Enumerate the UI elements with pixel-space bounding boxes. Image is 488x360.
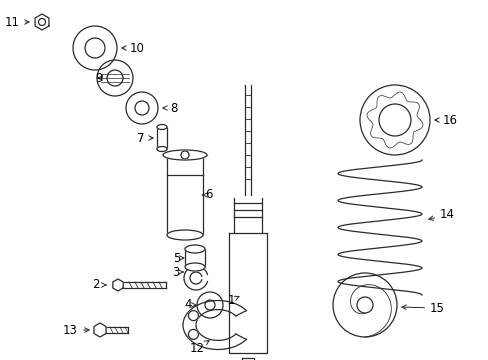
Circle shape bbox=[126, 92, 158, 124]
Circle shape bbox=[197, 292, 223, 318]
Ellipse shape bbox=[167, 230, 203, 240]
Circle shape bbox=[188, 329, 198, 339]
Circle shape bbox=[181, 151, 189, 159]
Text: 12: 12 bbox=[190, 341, 209, 355]
Text: 15: 15 bbox=[401, 302, 444, 315]
Circle shape bbox=[39, 18, 45, 26]
Polygon shape bbox=[35, 14, 49, 30]
Text: 8: 8 bbox=[163, 102, 177, 114]
Ellipse shape bbox=[157, 125, 167, 130]
Circle shape bbox=[85, 38, 105, 58]
Bar bbox=[157, 127, 167, 149]
Circle shape bbox=[378, 104, 410, 136]
Circle shape bbox=[107, 70, 123, 86]
Text: 13: 13 bbox=[63, 324, 89, 337]
Text: 5: 5 bbox=[172, 252, 183, 265]
Circle shape bbox=[204, 300, 215, 310]
Bar bbox=[228, 233, 266, 352]
Circle shape bbox=[135, 101, 149, 115]
Polygon shape bbox=[113, 279, 123, 291]
Text: 7: 7 bbox=[137, 131, 153, 144]
Bar bbox=[234, 198, 262, 233]
Text: 6: 6 bbox=[202, 189, 212, 202]
Circle shape bbox=[356, 297, 372, 313]
Text: 3: 3 bbox=[172, 266, 183, 279]
Text: 1: 1 bbox=[227, 293, 239, 306]
Polygon shape bbox=[183, 301, 246, 350]
Bar bbox=[184, 249, 204, 267]
Text: 2: 2 bbox=[92, 279, 106, 292]
Text: 4: 4 bbox=[184, 298, 196, 311]
Ellipse shape bbox=[184, 245, 204, 253]
Text: 14: 14 bbox=[428, 208, 454, 221]
Text: 10: 10 bbox=[122, 41, 144, 54]
Text: 11: 11 bbox=[5, 15, 29, 28]
Bar bbox=[167, 155, 203, 235]
Text: 16: 16 bbox=[434, 113, 457, 126]
Text: 9: 9 bbox=[95, 72, 102, 85]
Circle shape bbox=[188, 311, 198, 321]
Circle shape bbox=[73, 26, 117, 70]
Circle shape bbox=[97, 60, 133, 96]
Ellipse shape bbox=[163, 150, 206, 160]
Polygon shape bbox=[94, 323, 106, 337]
Bar bbox=[242, 357, 253, 360]
Ellipse shape bbox=[184, 263, 204, 271]
Circle shape bbox=[359, 85, 429, 155]
Ellipse shape bbox=[157, 147, 167, 152]
Circle shape bbox=[332, 273, 396, 337]
